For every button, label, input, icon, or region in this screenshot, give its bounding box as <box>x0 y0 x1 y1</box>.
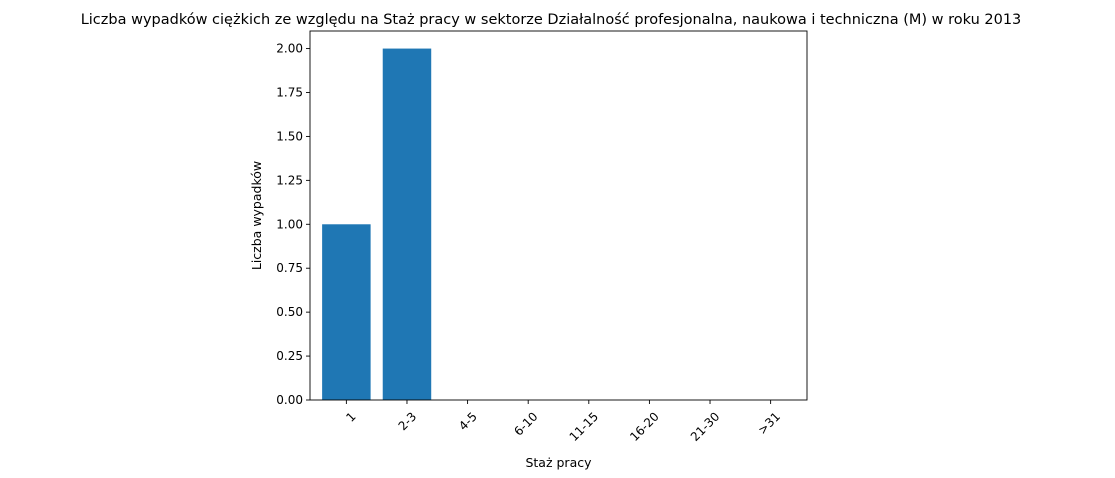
x-tick-label: 6-10 <box>511 409 540 438</box>
y-tick-label: 0.00 <box>276 393 303 407</box>
y-tick-label: 1.00 <box>276 217 303 231</box>
y-axis-label: Liczba wypadków <box>249 161 264 270</box>
bar-2-3 <box>382 48 432 400</box>
x-tick-label: 2-3 <box>396 409 420 433</box>
plot-frame <box>309 30 808 401</box>
x-tick-label: 4-5 <box>456 409 480 433</box>
y-tick-label: 0.75 <box>276 261 303 275</box>
y-tick-label: 0.50 <box>276 305 303 319</box>
x-tick-label: 1 <box>343 409 358 424</box>
x-tick-label: >31 <box>755 409 783 437</box>
x-tick-label: 21-30 <box>688 409 723 444</box>
y-tick-label: 0.25 <box>276 349 303 363</box>
x-tick-label: 16-20 <box>627 409 662 444</box>
y-axis: 0.00 0.25 0.50 0.75 1.00 1.25 1.50 1.75 2.00 <box>276 42 310 407</box>
y-tick-label: 1.25 <box>276 173 303 187</box>
chart-title: Liczba wypadków ciężkich ze względu na S… <box>81 12 1022 28</box>
x-axis: 1 2-3 4-5 6-10 11-15 16-20 21-30 >31 <box>343 400 783 444</box>
x-axis-label: Staż pracy <box>525 455 592 470</box>
bars-layer <box>322 48 432 400</box>
y-tick-label: 1.75 <box>276 86 303 100</box>
x-tick-label: 11-15 <box>567 409 602 444</box>
y-tick-label: 2.00 <box>276 42 303 56</box>
bar-1 <box>322 224 371 400</box>
y-tick-label: 1.50 <box>276 129 303 143</box>
